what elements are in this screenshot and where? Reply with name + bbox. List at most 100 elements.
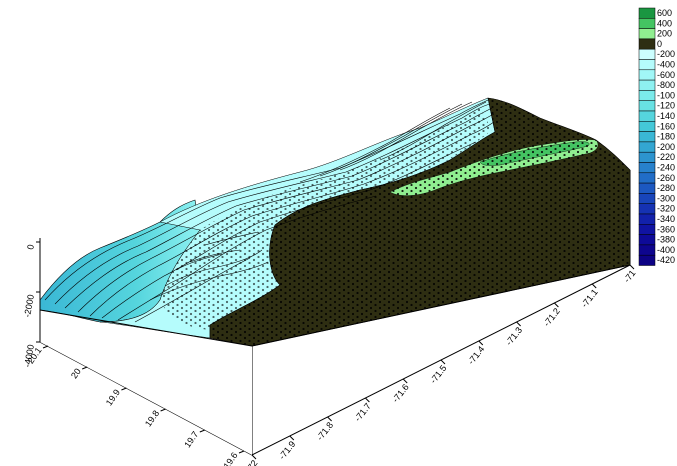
contour-line [134,257,251,323]
box-front-edges [39,264,631,347]
legend-swatch [638,254,656,266]
legend-label: -420 [657,255,675,265]
y-tick-mark [82,366,88,370]
z-tick-label: -2000 [22,294,36,318]
z-tick-label: -4000 [22,344,36,368]
legend-label: 200 [657,29,672,39]
x-tick-label: -72 [244,458,260,466]
surface [39,97,631,347]
y-tick-label: 19.8 [143,408,161,428]
legend-label: -100 [657,90,675,100]
legend-swatch [638,110,656,122]
y-tick-mark [160,408,166,412]
legend-label: -200 [657,49,675,59]
legend-swatch [638,100,656,112]
legend-label: -600 [657,70,675,80]
x-tick-mark [289,435,295,441]
legend-label: -800 [657,80,675,90]
x-tick-label: -71.1 [579,287,600,309]
contour-line [339,101,473,171]
x-tick-mark [591,283,597,289]
grid-dots-land [210,98,630,346]
x-tick-mark [629,264,635,270]
legend-label: -120 [657,101,675,111]
y-tick-mark [121,387,127,391]
y-tick-mark [199,429,205,433]
legend-label: -340 [657,214,675,224]
legend-swatch [638,203,656,215]
x-tick-mark [516,321,521,327]
legend-swatch [638,213,656,225]
legend-swatch [638,28,656,40]
contour-line [189,249,241,263]
legend-swatch [638,193,656,204]
y-tick-label: 20 [69,366,83,380]
legend-swatch [638,182,656,194]
legend-swatch [638,79,656,91]
x-tick-mark [251,454,257,460]
grid-dots-shelf [160,108,492,330]
legend-label: -360 [657,224,675,234]
x-tick-label: -71.6 [390,382,411,404]
contour-line [77,113,495,313]
legend-label: -400 [657,245,675,255]
y-tick-label: 19.7 [182,429,200,449]
legend-label: -200 [657,142,675,152]
contour-line [379,101,487,161]
x-tick-label: -71.8 [315,420,336,442]
z-tick-label: 0 [25,244,36,251]
legend-label: -140 [657,111,675,121]
contour-line [319,103,463,177]
legend-label: 0 [657,39,662,49]
box-edge-top-front-left [39,309,253,347]
legend-label: -280 [657,183,675,193]
legend-label: -160 [657,121,675,131]
legend-label: -260 [657,173,675,183]
box-edge-top-front-right [251,264,631,347]
y-tick-label: 19.6 [221,450,239,466]
contour-line [54,103,491,305]
legend-label: -180 [657,132,675,142]
contour-lines [44,99,495,323]
legend-swatch [638,90,656,101]
x-tick-mark [327,416,332,422]
x-tick-mark [554,302,559,308]
y-tick-mark [42,345,49,349]
legend-label: -400 [657,60,675,70]
x-tick-mark [478,340,484,346]
z-axis: 0 -2000 -4000 [22,241,41,368]
x-tick-mark [440,359,446,365]
legend-swatch [638,224,656,235]
legend-swatch [638,121,656,132]
x-tick-label: -71 [622,268,638,284]
contour-line [64,107,493,309]
contour-line [149,261,269,301]
legend-label: -240 [657,163,675,173]
legend-swatch [638,234,656,246]
contour-line [101,141,477,319]
x-tick-label: -71.3 [504,325,525,347]
legend-label: -380 [657,235,675,245]
legend-swatch [638,162,656,174]
legend-swatch [638,7,656,19]
x-tick-label: -71.4 [466,344,487,366]
y-tick-mark [238,450,245,454]
legend-swatch [638,69,656,81]
legend-swatch [638,141,656,153]
x-tick-mark [365,397,370,403]
legend-swatch [638,172,656,184]
legend-label: -300 [657,193,675,203]
legend-swatch [638,59,656,71]
contour-line [44,99,489,301]
front-left-wall [40,310,252,455]
x-tick-label: -71.7 [352,401,373,423]
legend-swatch [638,244,656,256]
legend-swatch [638,18,656,29]
legend-swatch [638,48,656,60]
contour-line [164,249,263,287]
legend-label: 400 [657,18,672,28]
legend-swatch [638,151,656,163]
contour-line [89,121,495,317]
contour-line [299,107,451,183]
